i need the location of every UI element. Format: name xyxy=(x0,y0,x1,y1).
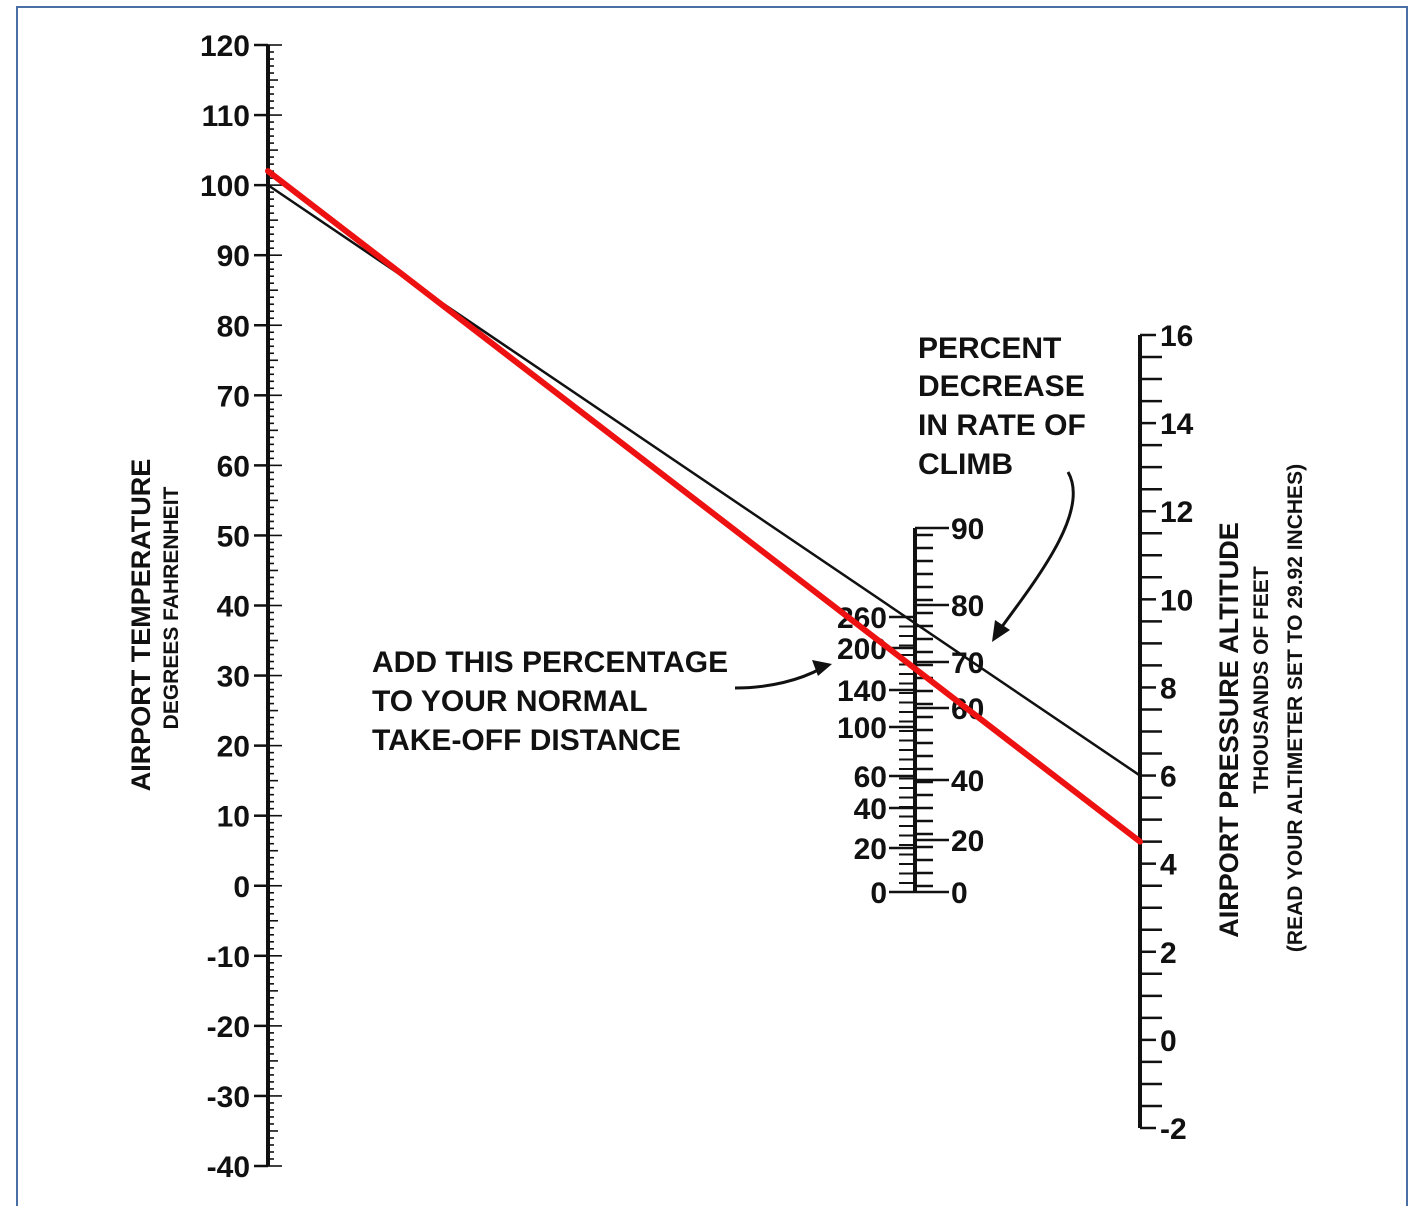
temperature-tick-label: 120 xyxy=(200,30,250,63)
temperature-tick-label: -30 xyxy=(207,1081,250,1114)
takeoff-arrow-head xyxy=(812,660,832,676)
altitude-tick-label: 12 xyxy=(1160,496,1193,529)
altitude-tick-label: -2 xyxy=(1160,1113,1187,1146)
altitude-axis-title: AIRPORT PRESSURE ALTITUDE xyxy=(1214,522,1244,938)
climb-annotation-line-1: PERCENT xyxy=(918,332,1061,365)
altitude-tick-labels: 16 14 12 10 8 6 4 2 0 -2 xyxy=(1160,320,1194,1146)
climb-tick-label: 20 xyxy=(951,825,984,858)
temperature-tick-label: 0 xyxy=(233,871,250,904)
temperature-axis-title: AIRPORT TEMPERATURE xyxy=(126,459,156,792)
temperature-tick-label: 40 xyxy=(217,591,250,624)
takeoff-tick-label: 100 xyxy=(837,712,887,745)
takeoff-annotation-line-2: TO YOUR NORMAL xyxy=(372,685,648,718)
temperature-tick-label: 60 xyxy=(217,450,250,483)
temperature-tick-label: 20 xyxy=(217,731,250,764)
temperature-ticks xyxy=(254,43,282,1168)
climb-annotation-line-4: CLIMB xyxy=(918,448,1013,481)
takeoff-tick-label: 140 xyxy=(837,675,887,708)
temperature-tick-label: -40 xyxy=(207,1151,250,1184)
figure-border xyxy=(16,6,1408,1206)
altitude-tick-label: 10 xyxy=(1160,584,1193,617)
altitude-axis-note: (READ YOUR ALTIMETER SET TO 29.92 INCHES… xyxy=(1284,464,1307,952)
altitude-tick-label: 4 xyxy=(1160,849,1177,882)
reference-lines xyxy=(265,168,1143,845)
altitude-tick-label: 0 xyxy=(1160,1025,1177,1058)
middle-scale-ticks xyxy=(889,526,949,894)
temperature-tick-label: 80 xyxy=(217,310,250,343)
climb-annotation-line-3: IN RATE OF xyxy=(918,409,1086,442)
climb-annotation-line-2: DECREASE xyxy=(918,370,1085,403)
climb-tick-label: 0 xyxy=(951,877,968,910)
altitude-tick-label: 2 xyxy=(1160,937,1177,970)
temperature-tick-label: 100 xyxy=(200,170,250,203)
takeoff-tick-label: 0 xyxy=(870,877,887,910)
climb-annotation-arrow xyxy=(996,471,1075,633)
takeoff-annotation-line-1: ADD THIS PERCENTAGE xyxy=(372,646,728,679)
altitude-axis-subtitle: THOUSANDS OF FEET xyxy=(1250,566,1273,794)
climb-annotation: PERCENT DECREASE IN RATE OF CLIMB xyxy=(918,332,1086,642)
temperature-tick-label: 50 xyxy=(217,520,250,553)
temperature-tick-label: 30 xyxy=(217,661,250,694)
temperature-tick-label: 10 xyxy=(217,801,250,834)
red-reference-line xyxy=(265,168,1143,845)
temperature-tick-label: -10 xyxy=(207,941,250,974)
altitude-tick-label: 8 xyxy=(1160,672,1177,705)
altitude-tick-label: 6 xyxy=(1160,761,1177,794)
climb-tick-label: 80 xyxy=(951,590,984,623)
takeoff-annotation: ADD THIS PERCENTAGE TO YOUR NORMAL TAKE-… xyxy=(372,646,832,757)
altitude-ticks xyxy=(1140,333,1162,1130)
climb-scale-labels: 9080706040200 xyxy=(951,513,984,910)
temperature-tick-label: 70 xyxy=(217,380,250,413)
climb-arrow-head xyxy=(992,620,1010,642)
altitude-axis: 16 14 12 10 8 6 4 2 0 -2 xyxy=(1138,320,1194,1146)
climb-tick-label: 40 xyxy=(951,765,984,798)
altitude-tick-label: 14 xyxy=(1160,408,1194,441)
temperature-tick-label: -20 xyxy=(207,1011,250,1044)
takeoff-tick-label: 20 xyxy=(854,833,887,866)
temperature-axis-subtitle: DEGREES FAHRENHEIT xyxy=(160,486,183,729)
altitude-tick-label: 16 xyxy=(1160,320,1193,353)
temperature-tick-label: 110 xyxy=(202,100,250,133)
climb-tick-label: 90 xyxy=(951,513,984,546)
takeoff-annotation-arrow xyxy=(734,666,823,690)
takeoff-tick-label: 60 xyxy=(854,761,887,794)
takeoff-tick-label: 40 xyxy=(854,793,887,826)
temperature-tick-label: 90 xyxy=(217,240,250,273)
takeoff-annotation-line-3: TAKE-OFF DISTANCE xyxy=(372,724,681,757)
